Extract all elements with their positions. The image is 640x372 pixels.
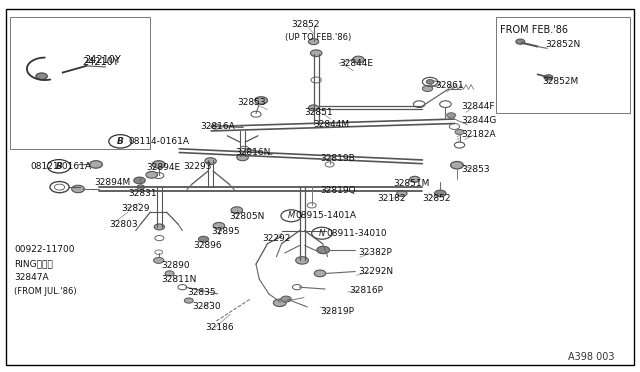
Text: 32896: 32896	[193, 241, 222, 250]
Circle shape	[273, 299, 286, 307]
Circle shape	[310, 50, 322, 57]
Text: 32819P: 32819P	[320, 307, 354, 316]
Text: FROM FEB.'86: FROM FEB.'86	[500, 25, 568, 35]
Circle shape	[165, 271, 174, 276]
Text: B: B	[56, 162, 62, 171]
Bar	[496, 17, 630, 113]
Circle shape	[426, 80, 434, 84]
Circle shape	[213, 222, 225, 229]
Circle shape	[308, 39, 319, 45]
Circle shape	[314, 270, 326, 277]
Circle shape	[447, 113, 456, 118]
Text: 32829: 32829	[122, 204, 150, 213]
Text: 08911-34010: 08911-34010	[326, 229, 387, 238]
Text: 32293: 32293	[183, 162, 212, 171]
Circle shape	[205, 158, 216, 164]
Circle shape	[308, 105, 319, 111]
Text: 08121-0161A: 08121-0161A	[31, 162, 92, 171]
Text: 32805N: 32805N	[229, 212, 264, 221]
Circle shape	[90, 161, 102, 168]
Text: 32844M: 32844M	[314, 120, 349, 129]
Circle shape	[154, 257, 164, 263]
Circle shape	[422, 86, 433, 92]
Text: 32816N: 32816N	[235, 148, 270, 157]
Text: 32835: 32835	[187, 288, 216, 297]
Text: 32852M: 32852M	[543, 77, 579, 86]
Circle shape	[154, 224, 164, 230]
Circle shape	[184, 298, 193, 303]
Text: 32847A: 32847A	[14, 273, 49, 282]
Text: 00922-11700: 00922-11700	[14, 246, 75, 254]
Text: 32894E: 32894E	[146, 163, 180, 172]
Text: 08915-1401A: 08915-1401A	[296, 211, 356, 220]
Circle shape	[353, 56, 364, 63]
Text: 32816A: 32816A	[200, 122, 235, 131]
Circle shape	[410, 176, 420, 182]
Text: 32853: 32853	[461, 165, 490, 174]
Circle shape	[152, 161, 165, 168]
Circle shape	[237, 154, 248, 161]
Circle shape	[134, 177, 145, 184]
Text: 32819B: 32819B	[320, 154, 355, 163]
Text: 32292: 32292	[262, 234, 291, 243]
Text: 32852: 32852	[422, 194, 451, 203]
Circle shape	[36, 73, 47, 80]
Text: RINGリング: RINGリング	[14, 259, 53, 268]
Circle shape	[137, 185, 145, 189]
Circle shape	[231, 207, 243, 214]
Text: 32851M: 32851M	[393, 179, 429, 188]
Text: 24210Y: 24210Y	[82, 57, 118, 67]
Text: 32894M: 32894M	[95, 178, 131, 187]
Text: 32844F: 32844F	[461, 102, 494, 110]
Text: A398 003: A398 003	[568, 352, 614, 362]
Text: 32382P: 32382P	[358, 248, 392, 257]
Text: M: M	[287, 211, 295, 220]
Circle shape	[72, 185, 84, 193]
Circle shape	[281, 296, 291, 302]
Text: 32186: 32186	[205, 323, 234, 332]
Circle shape	[435, 190, 446, 197]
Circle shape	[397, 190, 407, 196]
Text: 32182A: 32182A	[461, 130, 495, 139]
Text: 24210Y: 24210Y	[84, 55, 120, 64]
Text: 32182: 32182	[378, 194, 406, 203]
Text: 32851: 32851	[305, 108, 333, 117]
Text: 32890: 32890	[161, 262, 190, 270]
Bar	[10, 17, 150, 149]
Text: B: B	[117, 137, 124, 146]
Text: 32895: 32895	[211, 227, 240, 236]
Text: 32853: 32853	[237, 98, 266, 107]
Text: (UP TO FEB.'86): (UP TO FEB.'86)	[285, 33, 351, 42]
Circle shape	[296, 257, 308, 264]
Text: N: N	[319, 229, 325, 238]
Text: 32816P: 32816P	[349, 286, 383, 295]
Text: 32861: 32861	[435, 81, 464, 90]
Text: 32819Q: 32819Q	[320, 186, 356, 195]
Text: 32811N: 32811N	[161, 275, 196, 284]
Text: (FROM JUL.'86): (FROM JUL.'86)	[14, 287, 77, 296]
Circle shape	[255, 97, 268, 104]
Text: 32852N: 32852N	[545, 40, 580, 49]
Circle shape	[198, 236, 209, 242]
Circle shape	[516, 39, 525, 44]
Circle shape	[146, 171, 157, 178]
Text: 32852: 32852	[291, 20, 320, 29]
Text: 08114-0161A: 08114-0161A	[128, 137, 189, 146]
Circle shape	[544, 75, 553, 80]
Text: 32831: 32831	[128, 189, 157, 198]
Text: 32830: 32830	[192, 302, 221, 311]
Text: 32292N: 32292N	[358, 267, 394, 276]
Text: 32844G: 32844G	[461, 116, 496, 125]
Circle shape	[317, 246, 330, 254]
Circle shape	[451, 161, 463, 169]
Text: 32803: 32803	[109, 220, 138, 229]
Text: 32844E: 32844E	[339, 59, 373, 68]
Circle shape	[455, 129, 464, 135]
